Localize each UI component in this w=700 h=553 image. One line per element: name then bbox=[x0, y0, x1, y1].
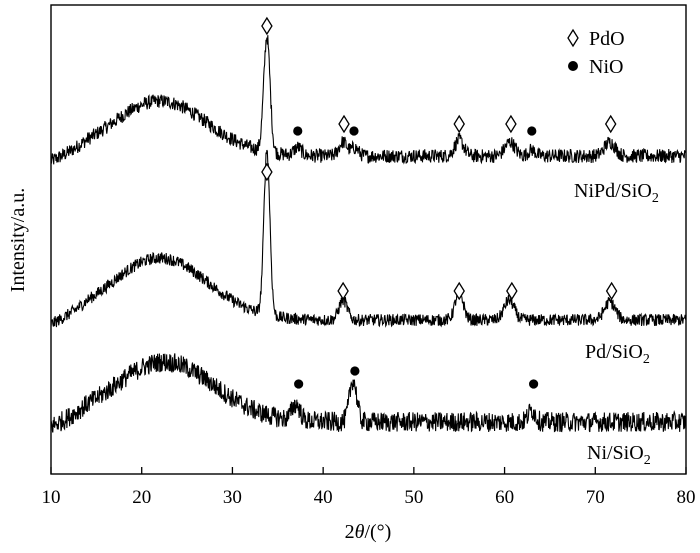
pdo-peak-marker-icon bbox=[453, 281, 465, 301]
x-tick-label: 80 bbox=[677, 487, 696, 508]
pdo-peak-marker-icon bbox=[505, 114, 517, 134]
x-tick-label: 70 bbox=[586, 487, 605, 508]
x-axis-title: 2θ/(°) bbox=[345, 521, 392, 543]
x-axis-title-theta: θ bbox=[355, 521, 365, 543]
series-label-nipd: NiPd/SiO2 bbox=[574, 180, 659, 206]
nio-peak-marker-icon bbox=[349, 126, 359, 136]
series-trace-2 bbox=[50, 149, 687, 328]
x-tick-label: 40 bbox=[314, 487, 333, 508]
pdo-peak-marker-icon bbox=[453, 114, 465, 134]
x-tick-label: 30 bbox=[223, 487, 242, 508]
legend-label-nio: NiO bbox=[589, 56, 623, 78]
plot-frame bbox=[50, 4, 687, 475]
pdo-peak-marker-icon bbox=[261, 16, 273, 36]
series-label-nipd-sub: 2 bbox=[652, 191, 659, 206]
series-label-nipd-main: NiPd/SiO bbox=[574, 180, 652, 202]
series-label-pd-main: Pd/SiO bbox=[585, 341, 643, 363]
legend-dot-icon bbox=[568, 61, 578, 71]
nio-peak-marker-icon bbox=[293, 126, 303, 136]
x-axis-title-suffix: /(°) bbox=[364, 521, 391, 543]
legend: PdO NiO bbox=[567, 28, 625, 78]
peak-markers bbox=[261, 16, 618, 389]
nio-peak-marker-icon bbox=[529, 379, 539, 389]
nio-peak-marker-icon bbox=[350, 366, 360, 376]
series-label-ni-sub: 2 bbox=[644, 453, 651, 468]
legend-diamond-icon bbox=[567, 28, 579, 48]
x-axis-title-prefix: 2 bbox=[345, 521, 355, 543]
legend-label-pdo: PdO bbox=[589, 28, 625, 50]
pdo-peak-marker-icon bbox=[604, 114, 617, 134]
x-axis: 10 20 30 40 50 60 70 80 bbox=[42, 467, 696, 508]
series-label-ni: Ni/SiO2 bbox=[587, 442, 651, 468]
pdo-peak-marker-icon bbox=[337, 281, 349, 301]
nio-peak-marker-icon bbox=[527, 126, 537, 136]
series-label-ni-main: Ni/SiO bbox=[587, 442, 644, 464]
series-label-pd: Pd/SiO2 bbox=[585, 341, 650, 367]
series-trace-3 bbox=[50, 353, 687, 433]
pdo-peak-marker-icon bbox=[506, 281, 518, 301]
series-trace-1 bbox=[50, 35, 687, 165]
y-axis-title: Intensity/a.u. bbox=[7, 188, 29, 292]
x-tick-label: 20 bbox=[132, 487, 151, 508]
series-label-pd-sub: 2 bbox=[643, 352, 650, 367]
pdo-peak-marker-icon bbox=[605, 281, 618, 301]
x-tick-label: 10 bbox=[42, 487, 61, 508]
nio-peak-marker-icon bbox=[294, 379, 304, 389]
pdo-peak-marker-icon bbox=[338, 114, 350, 134]
plot-traces bbox=[50, 35, 687, 433]
x-tick-label: 50 bbox=[404, 487, 423, 508]
x-tick-label: 60 bbox=[495, 487, 514, 508]
pdo-peak-marker-icon bbox=[261, 162, 273, 182]
